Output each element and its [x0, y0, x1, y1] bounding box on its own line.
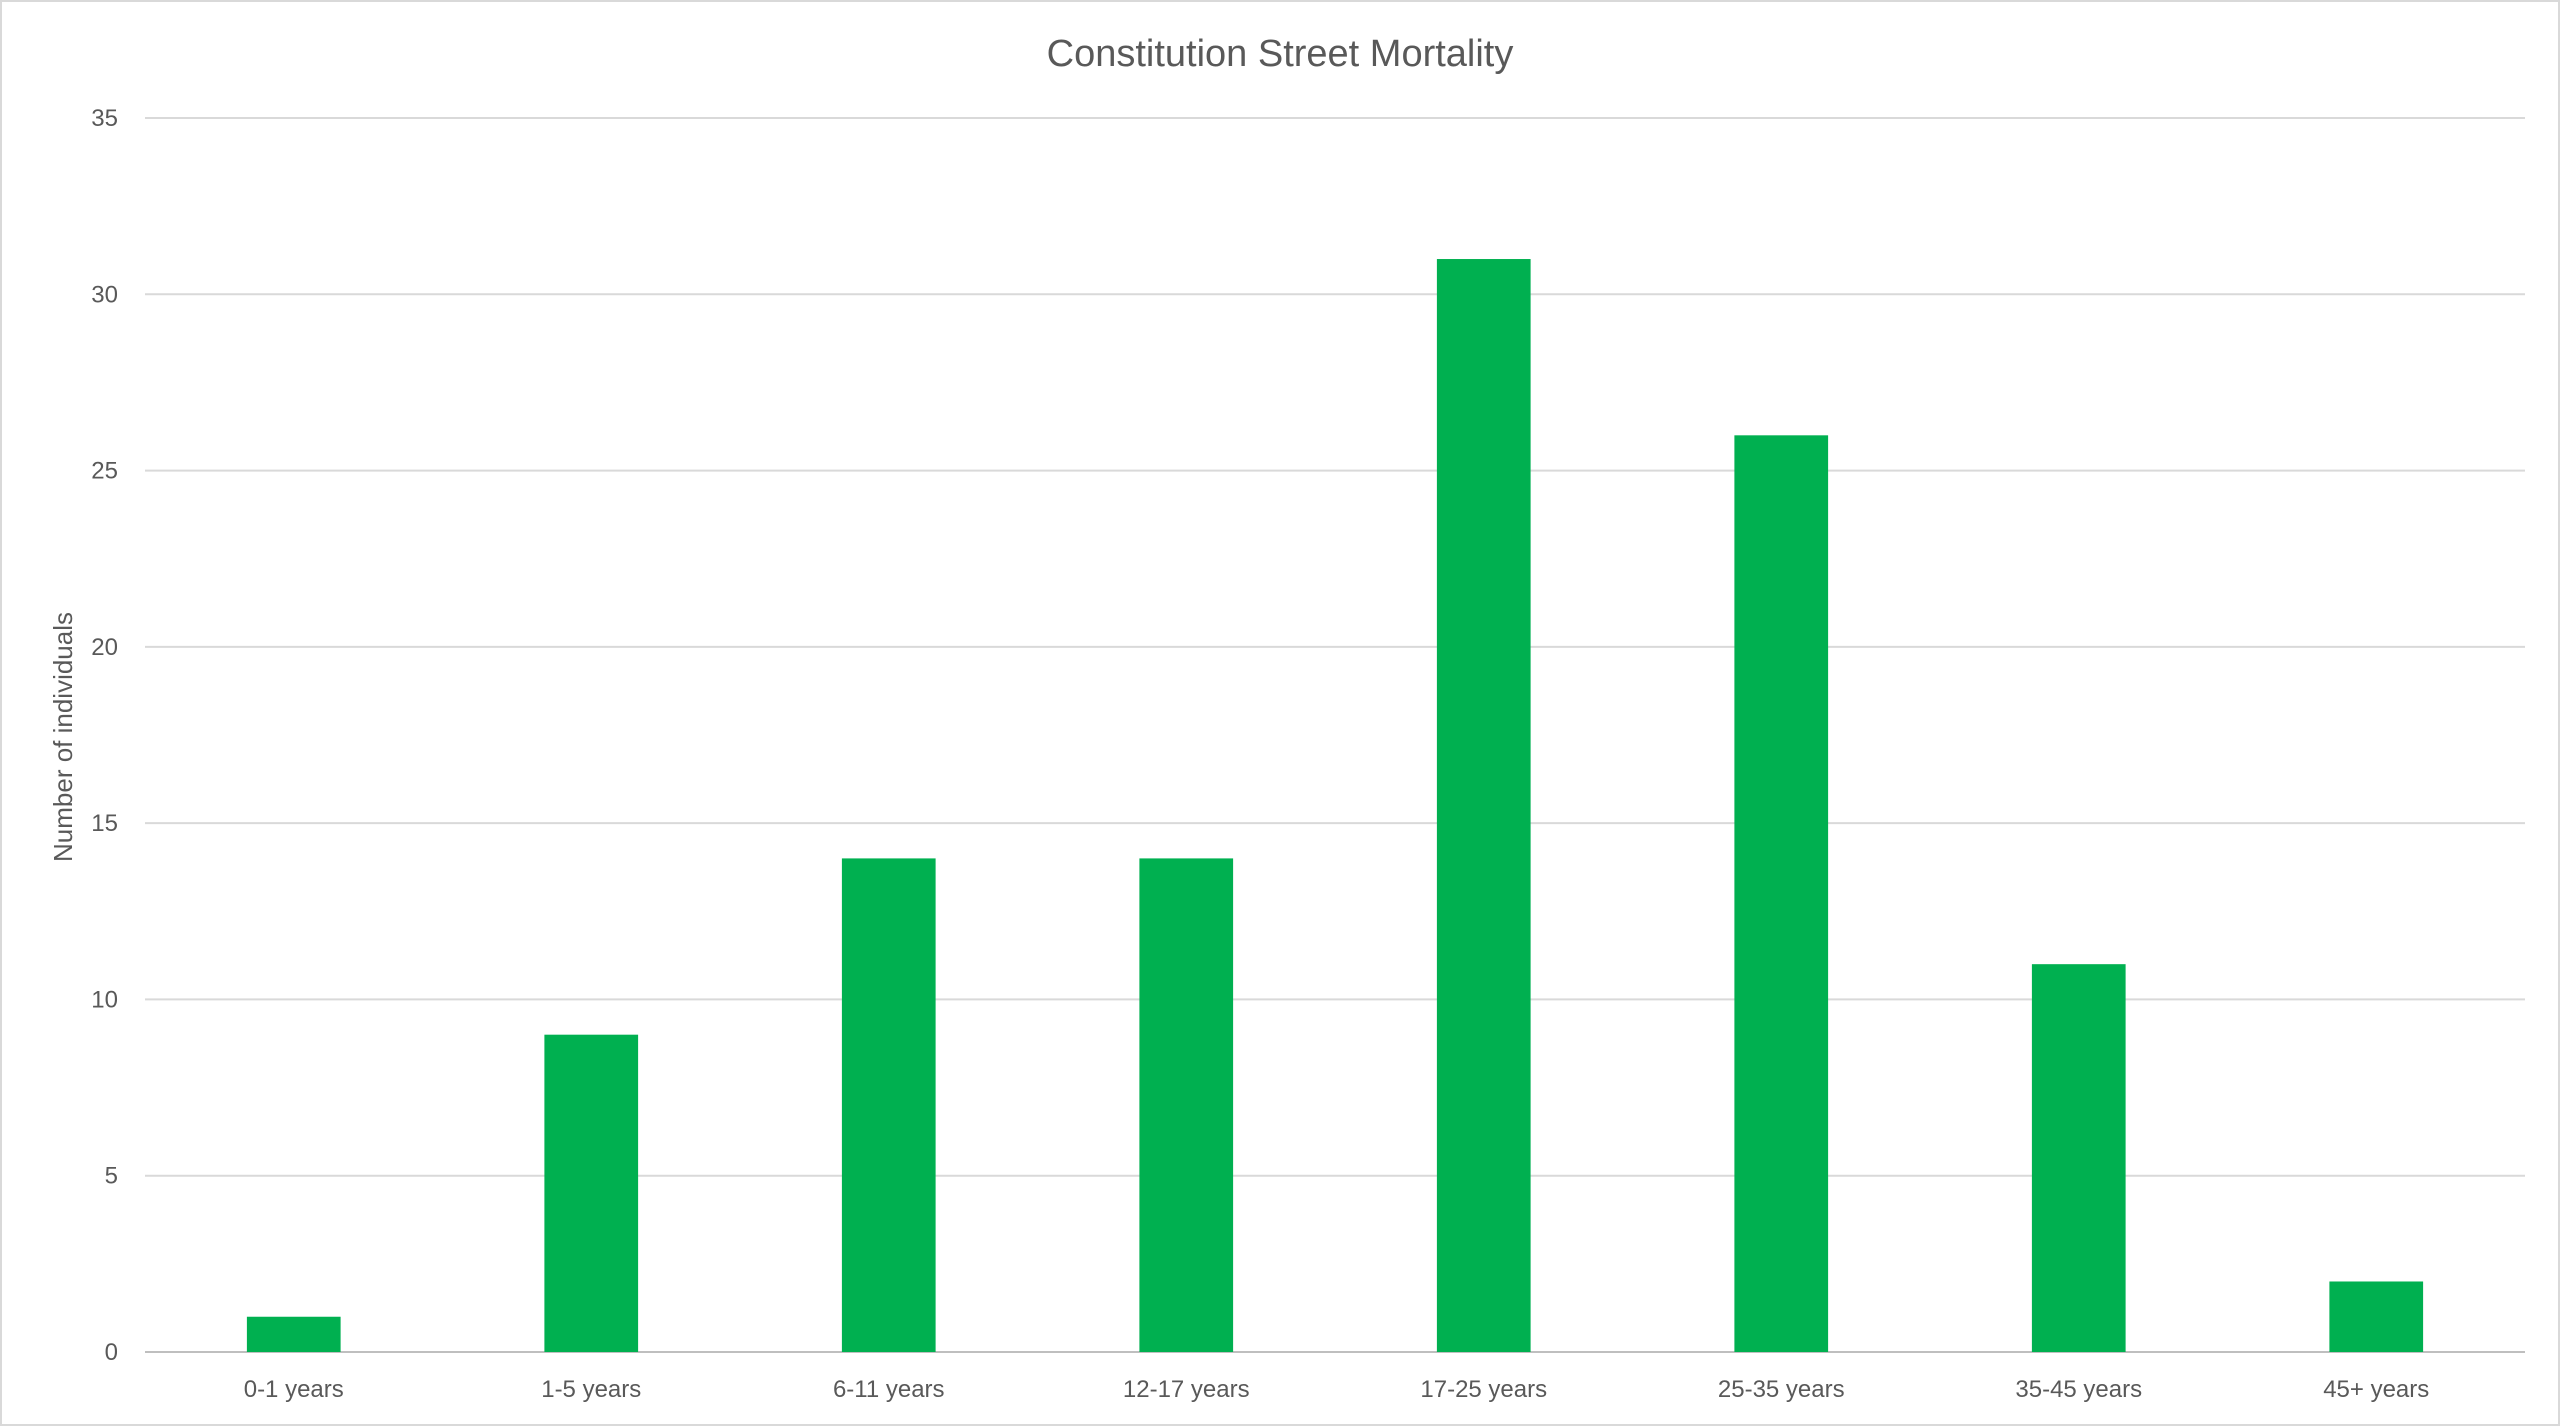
gridlines: [145, 117, 2525, 1353]
y-tick-label: 0: [105, 1339, 118, 1366]
bar-35-45-years: [2031, 964, 2126, 1352]
x-tick-label: 25-35 years: [1718, 1376, 1845, 1403]
x-tick-label: 6-11 years: [833, 1376, 945, 1403]
bar-45-years: [2329, 1281, 2424, 1352]
bar-12-17-years: [1139, 858, 1234, 1352]
x-tick-label: 45+ years: [2323, 1376, 2429, 1403]
bar-0-1-years: [246, 1316, 341, 1352]
x-tick-label: 35-45 years: [2015, 1376, 2142, 1403]
bar-1-5-years: [544, 1034, 639, 1352]
x-tick-label: 0-1 years: [244, 1376, 344, 1403]
bar-6-11-years: [841, 858, 936, 1352]
x-axis-ticks: 0-1 years 1-5 years 6-11 years 12-17 years 1…: [244, 1376, 2430, 1403]
y-tick-label: 15: [91, 810, 118, 837]
y-axis-ticks: 0 5 10 15 20 25 30 35: [91, 105, 118, 1366]
x-tick-label: 12-17 years: [1123, 1376, 1250, 1403]
y-tick-label: 25: [91, 458, 118, 485]
x-tick-label: 17-25 years: [1420, 1376, 1547, 1403]
y-tick-label: 10: [91, 986, 118, 1013]
x-tick-label: 1-5 years: [541, 1376, 641, 1403]
y-tick-label: 35: [91, 105, 118, 132]
bar-25-35-years: [1734, 435, 1829, 1352]
bar-17-25-years: [1436, 259, 1531, 1352]
y-axis-title: Number of individuals: [48, 612, 78, 862]
y-tick-label: 30: [91, 281, 118, 308]
y-tick-label: 5: [105, 1163, 118, 1190]
y-tick-label: 20: [91, 634, 118, 661]
bars: [246, 259, 2424, 1352]
chart-title: Constitution Street Mortality: [1047, 33, 1514, 75]
